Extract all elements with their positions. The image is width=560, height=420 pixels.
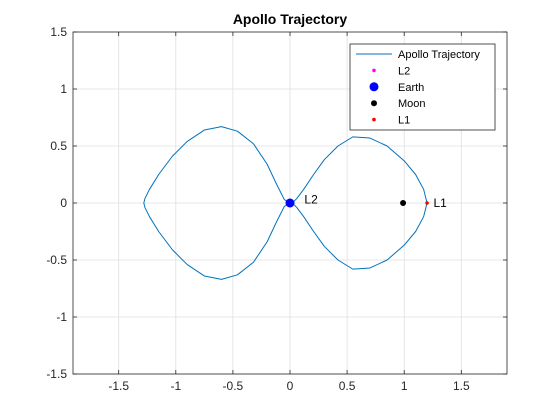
- plot-area: [143, 126, 429, 280]
- ticks: [73, 31, 507, 375]
- x-tick-label-m1: -1: [170, 379, 181, 393]
- legend-swatch-moon: [371, 100, 377, 107]
- x-tick-label-m1p5: -1.5: [108, 379, 129, 393]
- legend-label-moon: Moon: [398, 98, 426, 110]
- legend-label-l1: L1: [398, 115, 410, 127]
- marker-l1: [425, 201, 429, 205]
- y-tick-label-1: 1: [60, 82, 67, 96]
- y-tick-label-m1: -1: [56, 310, 67, 324]
- tick-labels: -1.5 -1 -0.5 0 0.5 1 1.5 -1.5 -1 -0.5 0 0.5 1 1.5: [46, 25, 470, 393]
- y-tick-label-1p5: 1.5: [50, 25, 67, 39]
- x-tick-label-m0p5: -0.5: [223, 379, 244, 393]
- annotations: L1 L2: [304, 193, 447, 210]
- y-tick-label-0: 0: [60, 196, 67, 210]
- legend-swatch-earth: [369, 82, 379, 92]
- marker-moon: [400, 200, 407, 206]
- marker-earth: [285, 198, 295, 208]
- y-tick-label-0p5: 0.5: [50, 139, 67, 153]
- series-line-apollo-trajectory: [143, 126, 428, 280]
- y-tick-label-m0p5: -0.5: [46, 253, 67, 267]
- legend-swatch-l1: [372, 117, 376, 122]
- chart-title: Apollo Trajectory: [233, 11, 348, 27]
- legend-swatch-l2: [372, 68, 376, 73]
- x-tick-label-0: 0: [287, 379, 294, 393]
- legend-label-earth: Earth: [398, 82, 424, 94]
- legend-label-l2: L2: [398, 65, 410, 77]
- x-tick-label-1: 1: [401, 379, 408, 393]
- annotation-l2: L2: [304, 193, 318, 207]
- x-tick-label-0p5: 0.5: [339, 379, 356, 393]
- x-tick-label-1p5: 1.5: [453, 379, 470, 393]
- legend-label-apollo-trajectory: Apollo Trajectory: [398, 49, 480, 61]
- legend: Apollo Trajectory L2 Earth Moon L1: [349, 43, 496, 131]
- y-tick-label-m1p5: -1.5: [46, 367, 67, 381]
- annotation-l1: L1: [433, 196, 447, 210]
